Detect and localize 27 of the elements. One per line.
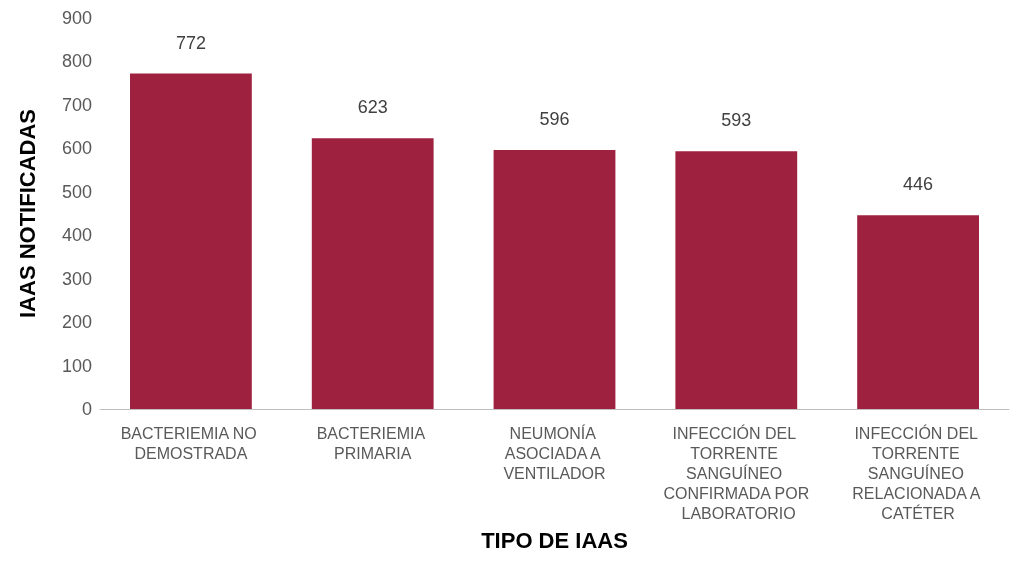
y-tick-label: 600 bbox=[61, 138, 92, 159]
y-tick-label: 100 bbox=[61, 355, 92, 376]
data-label: 623 bbox=[357, 97, 388, 118]
x-tick-label: NEUMONÍA ASOCIADA A VENTILADOR bbox=[503, 423, 606, 482]
x-tick-label: INFECCIÓN DEL TORRENTE SANGUÍNEO CONFIRMADA POR LABORATORIO bbox=[663, 423, 810, 522]
x-tick-label: BACTERIEMIA NO DEMOSTRADA bbox=[120, 424, 262, 462]
y-tick-label: 400 bbox=[61, 225, 92, 246]
data-label: 596 bbox=[539, 109, 570, 130]
x-axis-title: TIPO DE IAAS bbox=[481, 527, 628, 553]
bar bbox=[311, 138, 434, 409]
y-tick-label: 800 bbox=[61, 51, 92, 72]
y-tick-label: 900 bbox=[61, 8, 92, 28]
bar bbox=[675, 151, 798, 409]
y-tick-label: 300 bbox=[61, 268, 92, 289]
y-tick-label: 500 bbox=[61, 181, 92, 202]
y-axis-title: IAAS NOTIFICADAS bbox=[14, 109, 40, 318]
y-tick-label: 700 bbox=[61, 94, 92, 115]
bar bbox=[130, 73, 252, 409]
data-label: 772 bbox=[175, 32, 206, 53]
x-tick-label: INFECCIÓN DEL TORRENTE SANGUÍNEO RELACIONADA A CATÉTER bbox=[852, 423, 984, 522]
bar bbox=[857, 215, 979, 409]
bar bbox=[493, 150, 616, 409]
data-label: 446 bbox=[903, 174, 934, 195]
y-tick-label: 0 bbox=[81, 399, 92, 419]
data-label: 593 bbox=[721, 110, 752, 131]
y-tick-label: 200 bbox=[61, 312, 92, 333]
x-tick-label: BACTERIEMIA PRIMARIA bbox=[316, 424, 429, 462]
